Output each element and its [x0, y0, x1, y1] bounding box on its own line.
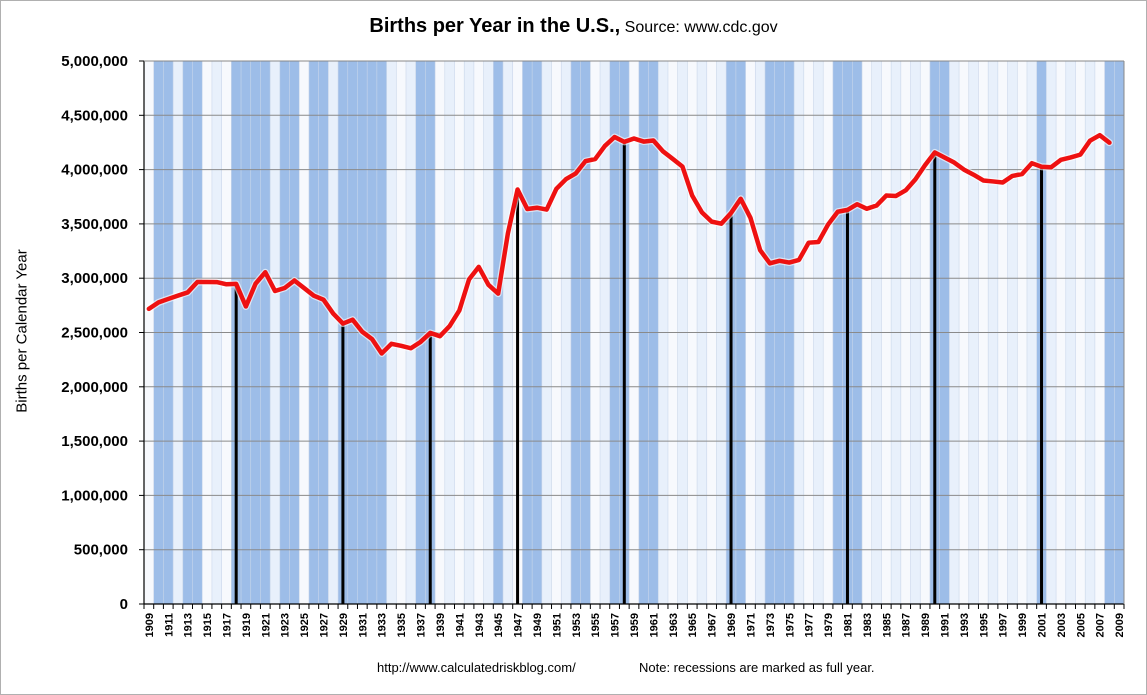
y-tick-label-2500000: 2,500,000	[61, 325, 128, 342]
x-tick-label-1945: 1945	[493, 613, 505, 637]
x-tick-label-2001: 2001	[1037, 613, 1049, 637]
x-tick-labels: 1909 1911 1913 1915 1917 1919 1921 1923 1925 1927…	[144, 613, 1126, 637]
x-tick-label-1991: 1991	[940, 613, 952, 637]
x-tick-label-1953: 1953	[571, 613, 583, 637]
x-tick-label-1917: 1917	[221, 613, 233, 637]
x-tick-label-1937: 1937	[416, 613, 428, 637]
axes	[139, 60, 1125, 609]
footer-note: Note: recessions are marked as full year…	[639, 660, 875, 675]
x-tick-label-1959: 1959	[629, 613, 641, 637]
x-tick-label-1951: 1951	[551, 613, 563, 637]
y-tick-label-1500000: 1,500,000	[61, 433, 128, 450]
x-tick-label-2009: 2009	[1114, 613, 1126, 637]
y-tick-labels: 0 500,000 1,000,000 1,500,000 2,000,000 2,500…	[61, 53, 128, 613]
x-tick-label-1915: 1915	[202, 613, 214, 637]
x-tick-label-1999: 1999	[1017, 613, 1029, 637]
recession-markers	[234, 141, 1044, 604]
x-tick-label-1931: 1931	[357, 613, 369, 637]
y-tick-label-3500000: 3,500,000	[61, 216, 128, 233]
x-tick-label-1981: 1981	[842, 613, 854, 637]
x-tick-label-2005: 2005	[1075, 613, 1087, 637]
y-tick-label-3000000: 3,000,000	[61, 270, 128, 287]
y-tick-label-5000000: 5,000,000	[61, 53, 128, 70]
x-tick-label-1971: 1971	[745, 613, 757, 637]
x-tick-label-1933: 1933	[377, 613, 389, 637]
y-tick-label-0: 0	[120, 596, 128, 613]
x-tick-label-1965: 1965	[687, 613, 699, 637]
x-tick-label-1955: 1955	[590, 613, 602, 637]
x-tick-label-1973: 1973	[765, 613, 777, 637]
x-tick-label-1961: 1961	[648, 613, 660, 637]
x-tick-label-1913: 1913	[183, 613, 195, 637]
y-tick-label-2000000: 2,000,000	[61, 379, 128, 396]
title-row: Births per Year in the U.S., Source: www…	[1, 15, 1146, 38]
x-tick-label-1963: 1963	[668, 613, 680, 637]
x-tick-label-1943: 1943	[474, 613, 486, 637]
x-tick-label-1977: 1977	[804, 613, 816, 637]
chart-title: Births per Year in the U.S.,	[369, 15, 621, 37]
series-line-births	[146, 132, 1112, 356]
x-tick-label-1927: 1927	[319, 613, 331, 637]
y-tick-label-4500000: 4,500,000	[61, 107, 128, 124]
x-tick-label-1995: 1995	[978, 613, 990, 637]
y-tick-label-500000: 500,000	[74, 542, 128, 559]
x-tick-label-1921: 1921	[260, 613, 272, 637]
x-tick-label-1919: 1919	[241, 613, 253, 637]
x-tick-label-1909: 1909	[144, 613, 156, 637]
x-tick-label-1987: 1987	[901, 613, 913, 637]
x-tick-label-1993: 1993	[959, 613, 971, 637]
x-tick-label-1929: 1929	[338, 613, 350, 637]
x-tick-label-1997: 1997	[998, 613, 1010, 637]
chart-subtitle: Source: www.cdc.gov	[624, 19, 778, 36]
y-tick-label-4000000: 4,000,000	[61, 162, 128, 179]
series-layer	[145, 131, 1113, 357]
x-tick-label-1957: 1957	[610, 613, 622, 637]
footer-url: http://www.calculatedriskblog.com/	[377, 660, 576, 675]
x-tick-label-1925: 1925	[299, 613, 311, 637]
x-tick-label-1923: 1923	[280, 613, 292, 637]
x-tick-label-1947: 1947	[513, 613, 525, 637]
x-tick-label-1911: 1911	[163, 613, 175, 637]
x-tick-label-2007: 2007	[1095, 613, 1107, 637]
y-tick-label-1000000: 1,000,000	[61, 487, 128, 504]
x-tick-label-1949: 1949	[532, 613, 544, 637]
x-tick-label-1983: 1983	[862, 613, 874, 637]
x-tick-label-1985: 1985	[881, 613, 893, 637]
x-tick-label-1939: 1939	[435, 613, 447, 637]
x-tick-label-1969: 1969	[726, 613, 738, 637]
x-tick-label-1975: 1975	[784, 613, 796, 637]
x-tick-label-1989: 1989	[920, 613, 932, 637]
x-tick-label-1935: 1935	[396, 613, 408, 637]
x-tick-label-1979: 1979	[823, 613, 835, 637]
x-tick-label-2003: 2003	[1056, 613, 1068, 637]
x-tick-label-1941: 1941	[454, 613, 466, 637]
x-tick-label-1967: 1967	[707, 613, 719, 637]
